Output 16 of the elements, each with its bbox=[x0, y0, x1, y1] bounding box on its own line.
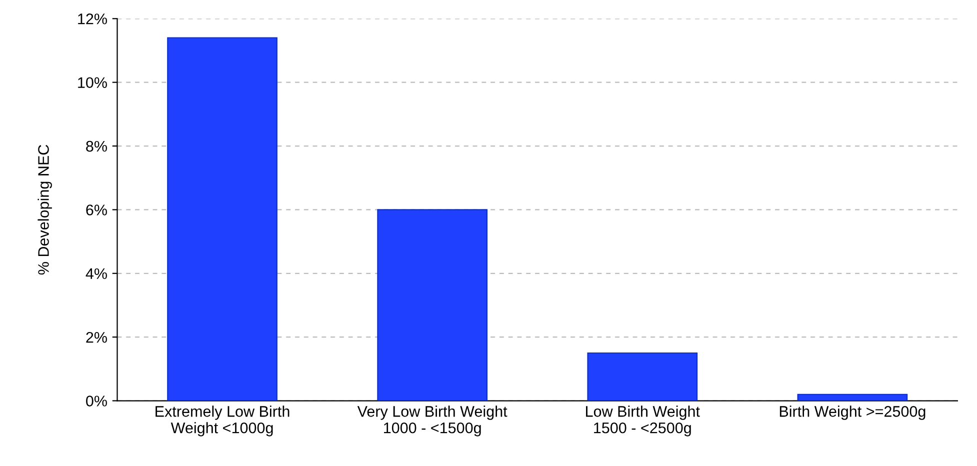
y-tick-label: 2% bbox=[86, 332, 107, 343]
y-tick-label: 6% bbox=[86, 204, 107, 216]
y-axis-title: % Developing NEC bbox=[38, 144, 52, 275]
x-tick-label: Extremely Low Birth Weight <1000g bbox=[156, 406, 290, 436]
y-tick-label: 0% bbox=[86, 396, 107, 406]
bar bbox=[377, 209, 488, 401]
bar bbox=[167, 37, 278, 401]
y-tick-label: 10% bbox=[78, 77, 107, 88]
x-tick-label: Low Birth Weight 1500 - <2500g bbox=[586, 406, 700, 436]
y-tick-label: 8% bbox=[86, 140, 107, 152]
bar bbox=[797, 394, 908, 401]
y-tick-label: 4% bbox=[86, 268, 107, 280]
x-tick-label: Very Low Birth Weight 1000 - <1500g bbox=[357, 406, 508, 436]
y-tick-label: 12% bbox=[78, 14, 107, 24]
bar bbox=[587, 352, 698, 401]
x-tick-label: Birth Weight >=2500g bbox=[780, 406, 926, 420]
